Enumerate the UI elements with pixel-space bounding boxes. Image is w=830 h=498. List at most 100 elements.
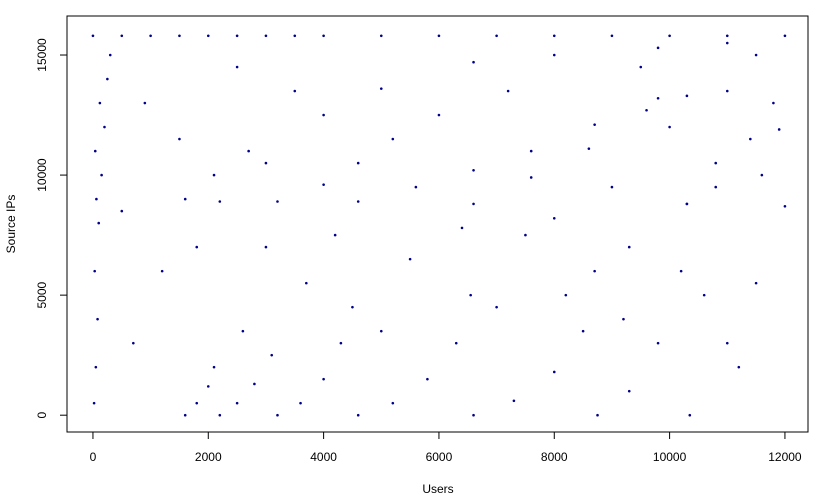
point [132, 341, 135, 345]
point [253, 382, 256, 386]
x-tick-label: 6000 [426, 450, 453, 464]
point [472, 202, 475, 206]
x-tick-label: 4000 [310, 450, 337, 464]
point [218, 200, 222, 203]
point [552, 370, 556, 374]
point [322, 183, 325, 186]
point [777, 128, 781, 131]
point [627, 245, 631, 249]
point [178, 137, 181, 141]
point [235, 401, 239, 405]
point [529, 176, 533, 179]
point [247, 149, 250, 153]
point [183, 197, 187, 201]
point [100, 173, 103, 177]
point [206, 385, 210, 388]
point [264, 245, 268, 249]
point [454, 341, 458, 345]
point [679, 269, 683, 273]
point [725, 34, 729, 38]
point [512, 399, 516, 403]
point [506, 89, 510, 93]
point [552, 216, 556, 220]
point [264, 34, 268, 38]
point [627, 389, 631, 393]
point [668, 125, 671, 129]
point [108, 53, 112, 57]
point [212, 365, 216, 369]
x-tick-label: 0 [90, 450, 97, 464]
point [596, 413, 599, 417]
point [276, 200, 279, 203]
point [356, 161, 360, 165]
point [656, 341, 660, 345]
point [437, 113, 441, 117]
point [322, 34, 325, 38]
point [322, 113, 325, 117]
point [149, 34, 152, 38]
y-tick-label: 5000 [35, 281, 49, 308]
point [120, 209, 124, 213]
point [754, 53, 758, 57]
point [469, 293, 472, 297]
point [391, 401, 395, 405]
point [379, 87, 383, 90]
point [581, 329, 585, 333]
point [356, 200, 360, 203]
point [593, 123, 596, 126]
point [206, 34, 210, 38]
point [235, 34, 239, 38]
point [212, 173, 216, 177]
point [783, 204, 787, 208]
point [685, 94, 689, 98]
point [529, 149, 533, 153]
point [725, 41, 729, 45]
point [749, 137, 752, 141]
point [299, 401, 302, 405]
point [379, 34, 383, 38]
point [639, 65, 643, 69]
point [94, 365, 98, 369]
x-axis-label: Users [422, 482, 453, 496]
point [495, 34, 498, 38]
point [391, 137, 395, 141]
point [610, 34, 614, 38]
point [218, 413, 222, 417]
point [106, 77, 109, 81]
point [725, 89, 729, 93]
point [688, 413, 692, 417]
point [552, 34, 556, 38]
point [622, 317, 625, 321]
point [270, 353, 274, 357]
point [276, 413, 279, 417]
point [264, 161, 268, 165]
point [95, 197, 98, 201]
point [702, 293, 706, 297]
point [356, 413, 360, 417]
point [98, 101, 102, 105]
y-axis-label: Source IPs [4, 195, 18, 254]
point [195, 401, 199, 405]
point [414, 185, 418, 189]
y-tick-label: 0 [35, 412, 49, 419]
point [645, 108, 648, 112]
point [760, 173, 764, 177]
point [524, 233, 527, 237]
point [351, 305, 354, 309]
x-tick-label: 2000 [195, 450, 222, 464]
y-tick-label: 15000 [35, 38, 49, 72]
point [587, 147, 591, 150]
plot-frame [66, 15, 809, 433]
point [178, 34, 181, 38]
point [656, 46, 660, 50]
point [656, 96, 660, 100]
point [93, 269, 96, 273]
point [714, 185, 718, 189]
point [460, 226, 464, 230]
point [552, 53, 556, 57]
point [668, 34, 671, 38]
point [725, 341, 729, 345]
point [685, 202, 689, 206]
x-tick-label: 12000 [768, 450, 802, 464]
